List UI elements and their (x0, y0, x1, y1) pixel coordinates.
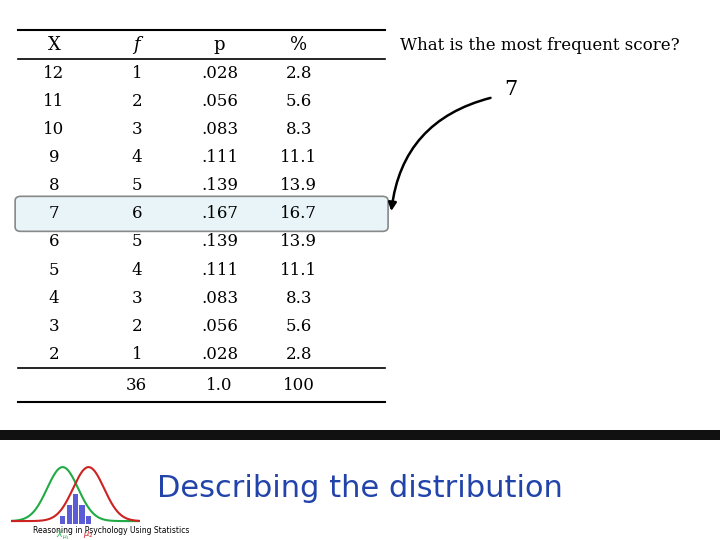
Text: Reasoning in Psychology Using Statistics: Reasoning in Psychology Using Statistics (33, 526, 190, 535)
Text: .083: .083 (201, 289, 238, 307)
Bar (60, 516, 66, 524)
Text: 7: 7 (49, 205, 59, 222)
Text: Describing the distribution: Describing the distribution (157, 474, 563, 503)
Bar (66, 505, 72, 524)
Text: 16.7: 16.7 (280, 205, 318, 222)
Text: 1.0: 1.0 (207, 376, 233, 394)
Text: 6: 6 (132, 205, 142, 222)
Text: 5: 5 (132, 177, 142, 194)
Text: %: % (290, 36, 307, 53)
Text: 3: 3 (49, 318, 59, 335)
Text: 2: 2 (49, 346, 59, 363)
Text: .139: .139 (201, 177, 238, 194)
Text: .028: .028 (201, 346, 238, 363)
Text: .056: .056 (201, 93, 238, 110)
Text: 8: 8 (49, 177, 59, 194)
Text: 3: 3 (132, 121, 142, 138)
Text: 5: 5 (132, 233, 142, 251)
Text: 11: 11 (43, 93, 65, 110)
Text: 5: 5 (49, 261, 59, 279)
Text: p: p (214, 36, 225, 53)
Text: 12: 12 (43, 65, 65, 82)
Text: .111: .111 (201, 261, 238, 279)
Text: 11.1: 11.1 (280, 261, 318, 279)
Text: 1: 1 (132, 346, 142, 363)
Text: .083: .083 (201, 121, 238, 138)
Text: .028: .028 (201, 65, 238, 82)
Text: 1: 1 (132, 65, 142, 82)
FancyBboxPatch shape (15, 197, 388, 231)
Text: .139: .139 (201, 233, 238, 251)
Text: 7: 7 (504, 79, 517, 99)
Text: f: f (133, 36, 140, 53)
Text: 8.3: 8.3 (286, 289, 312, 307)
Text: $\mu_2$: $\mu_2$ (84, 529, 94, 540)
Text: 13.9: 13.9 (280, 233, 318, 251)
Bar (79, 505, 85, 524)
Text: 10: 10 (43, 121, 65, 138)
Bar (73, 494, 78, 524)
Bar (86, 516, 91, 524)
Text: .111: .111 (201, 149, 238, 166)
Text: 4: 4 (132, 261, 142, 279)
Bar (0, 430, 720, 440)
Text: 2.8: 2.8 (286, 346, 312, 363)
Text: $X_{\mu_1}$: $X_{\mu_1}$ (55, 529, 70, 540)
Text: 6: 6 (49, 233, 59, 251)
Text: X: X (48, 36, 60, 53)
Text: 100: 100 (283, 376, 315, 394)
Text: 3: 3 (132, 289, 142, 307)
Text: 11.1: 11.1 (280, 149, 318, 166)
Text: 2: 2 (132, 93, 142, 110)
Text: 8.3: 8.3 (286, 121, 312, 138)
Text: 5.6: 5.6 (286, 93, 312, 110)
Text: 36: 36 (126, 376, 148, 394)
Text: 4: 4 (49, 289, 59, 307)
Text: 2.8: 2.8 (286, 65, 312, 82)
Text: 5.6: 5.6 (286, 318, 312, 335)
Text: .167: .167 (201, 205, 238, 222)
Text: What is the most frequent score?: What is the most frequent score? (400, 37, 679, 55)
Text: .056: .056 (201, 318, 238, 335)
Text: 13.9: 13.9 (280, 177, 318, 194)
Text: 9: 9 (49, 149, 59, 166)
Text: 2: 2 (132, 318, 142, 335)
Text: 4: 4 (132, 149, 142, 166)
